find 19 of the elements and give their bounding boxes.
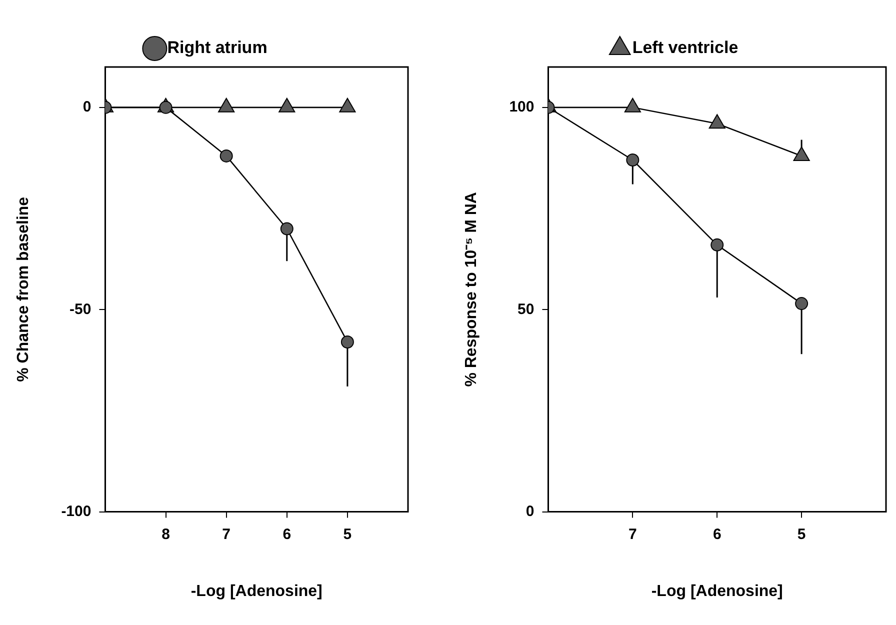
y-axis-title: % Chance from baseline [15, 196, 32, 382]
y-tick-label: -100 [61, 502, 92, 520]
x-tick-label: 8 [162, 526, 170, 543]
y-tick-label: 0 [526, 502, 534, 520]
y-tick-label: 50 [518, 300, 534, 318]
x-tick-label: 6 [282, 526, 292, 543]
x-axis-title: -Log [Adenosine] [190, 582, 322, 600]
y-tick-label: -50 [70, 300, 92, 318]
x-tick-label: 7 [222, 526, 231, 543]
x-tick-label: 5 [797, 526, 806, 543]
x-tick-label: 5 [343, 526, 352, 543]
y-tick-label: 0 [82, 98, 92, 116]
y-tick-label: 100 [509, 98, 534, 116]
legend-label: Right atrium [167, 38, 268, 58]
x-axis-title: -Log [Adenosine] [651, 582, 783, 600]
x-tick-label: 7 [628, 526, 637, 543]
y-axis-title: % Response to 10⁻⁵ M NA [463, 192, 480, 387]
x-tick-label: 6 [712, 526, 722, 543]
legend-label: Left ventricle [632, 38, 738, 58]
